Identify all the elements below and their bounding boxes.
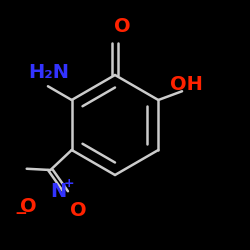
Text: −: − — [14, 206, 27, 220]
Text: H₂N: H₂N — [28, 63, 69, 82]
Text: O: O — [20, 197, 37, 216]
Text: N: N — [50, 182, 67, 201]
Text: +: + — [64, 177, 74, 190]
Text: O: O — [70, 200, 87, 220]
Text: O: O — [114, 17, 131, 36]
Text: OH: OH — [170, 76, 203, 94]
